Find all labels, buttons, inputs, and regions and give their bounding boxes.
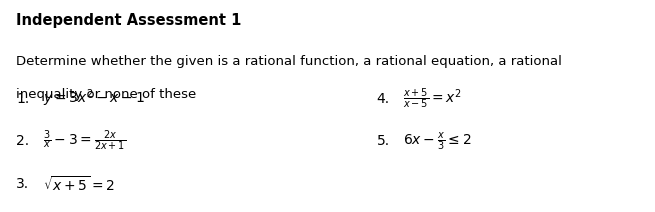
Text: 3.: 3. (16, 177, 29, 191)
Text: 2.: 2. (16, 134, 29, 148)
Text: Determine whether the given is a rational function, a rational equation, a ratio: Determine whether the given is a rationa… (16, 55, 562, 68)
Text: $6x - \frac{x}{3} \leq 2$: $6x - \frac{x}{3} \leq 2$ (403, 130, 471, 152)
Text: 4.: 4. (377, 92, 390, 106)
Text: $\frac{3}{x} - 3 = \frac{2x}{2x+1}$: $\frac{3}{x} - 3 = \frac{2x}{2x+1}$ (43, 129, 126, 153)
Text: Independent Assessment 1: Independent Assessment 1 (16, 13, 242, 28)
Text: 1.: 1. (16, 92, 29, 106)
Text: inequality or none of these: inequality or none of these (16, 88, 196, 101)
Text: 5.: 5. (377, 134, 390, 148)
Text: $\frac{x+5}{x-5} = x^2$: $\frac{x+5}{x-5} = x^2$ (403, 86, 462, 111)
Text: $y = 3x^2 - x - 1$: $y = 3x^2 - x - 1$ (43, 88, 144, 109)
Text: $\sqrt{x+5} = 2$: $\sqrt{x+5} = 2$ (43, 175, 115, 194)
